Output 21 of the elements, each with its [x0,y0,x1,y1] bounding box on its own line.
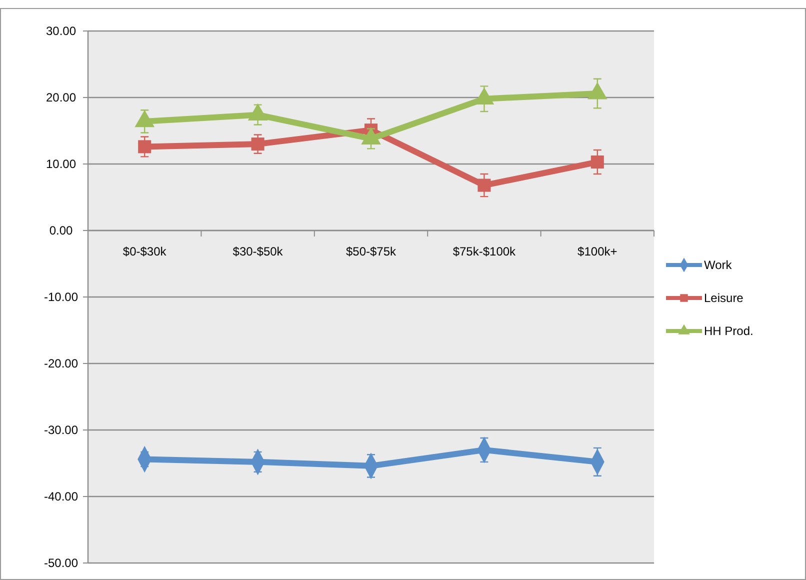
x-tick-label: $75k-$100k [452,244,517,258]
y-tick-label: 10.00 [46,157,76,172]
y-tick-label: -10.00 [44,290,78,304]
y-tick-label: -40.00 [44,490,78,504]
legend-label: Leisure [704,291,744,306]
point [134,110,155,128]
x-tick-label: $50-$75k [346,244,398,258]
legend-label: Work [704,258,733,272]
y-tick-label: -30.00 [44,423,78,438]
y-tick-label: 20.00 [46,90,76,105]
x-tick-label: $30-$50k [232,244,284,258]
y-tick-label: 30.00 [46,24,76,38]
legend-label: HH Prod. [704,324,754,338]
x-tick-label: $0-$30k [122,244,168,258]
x-tick-label: $100k+ [578,244,618,258]
y-tick-label: 0.00 [49,224,73,238]
point [361,127,381,144]
y-tick-label: -20.00 [44,356,78,371]
point [248,103,268,121]
point [587,82,608,100]
y-tick-label: -50.00 [44,556,78,570]
